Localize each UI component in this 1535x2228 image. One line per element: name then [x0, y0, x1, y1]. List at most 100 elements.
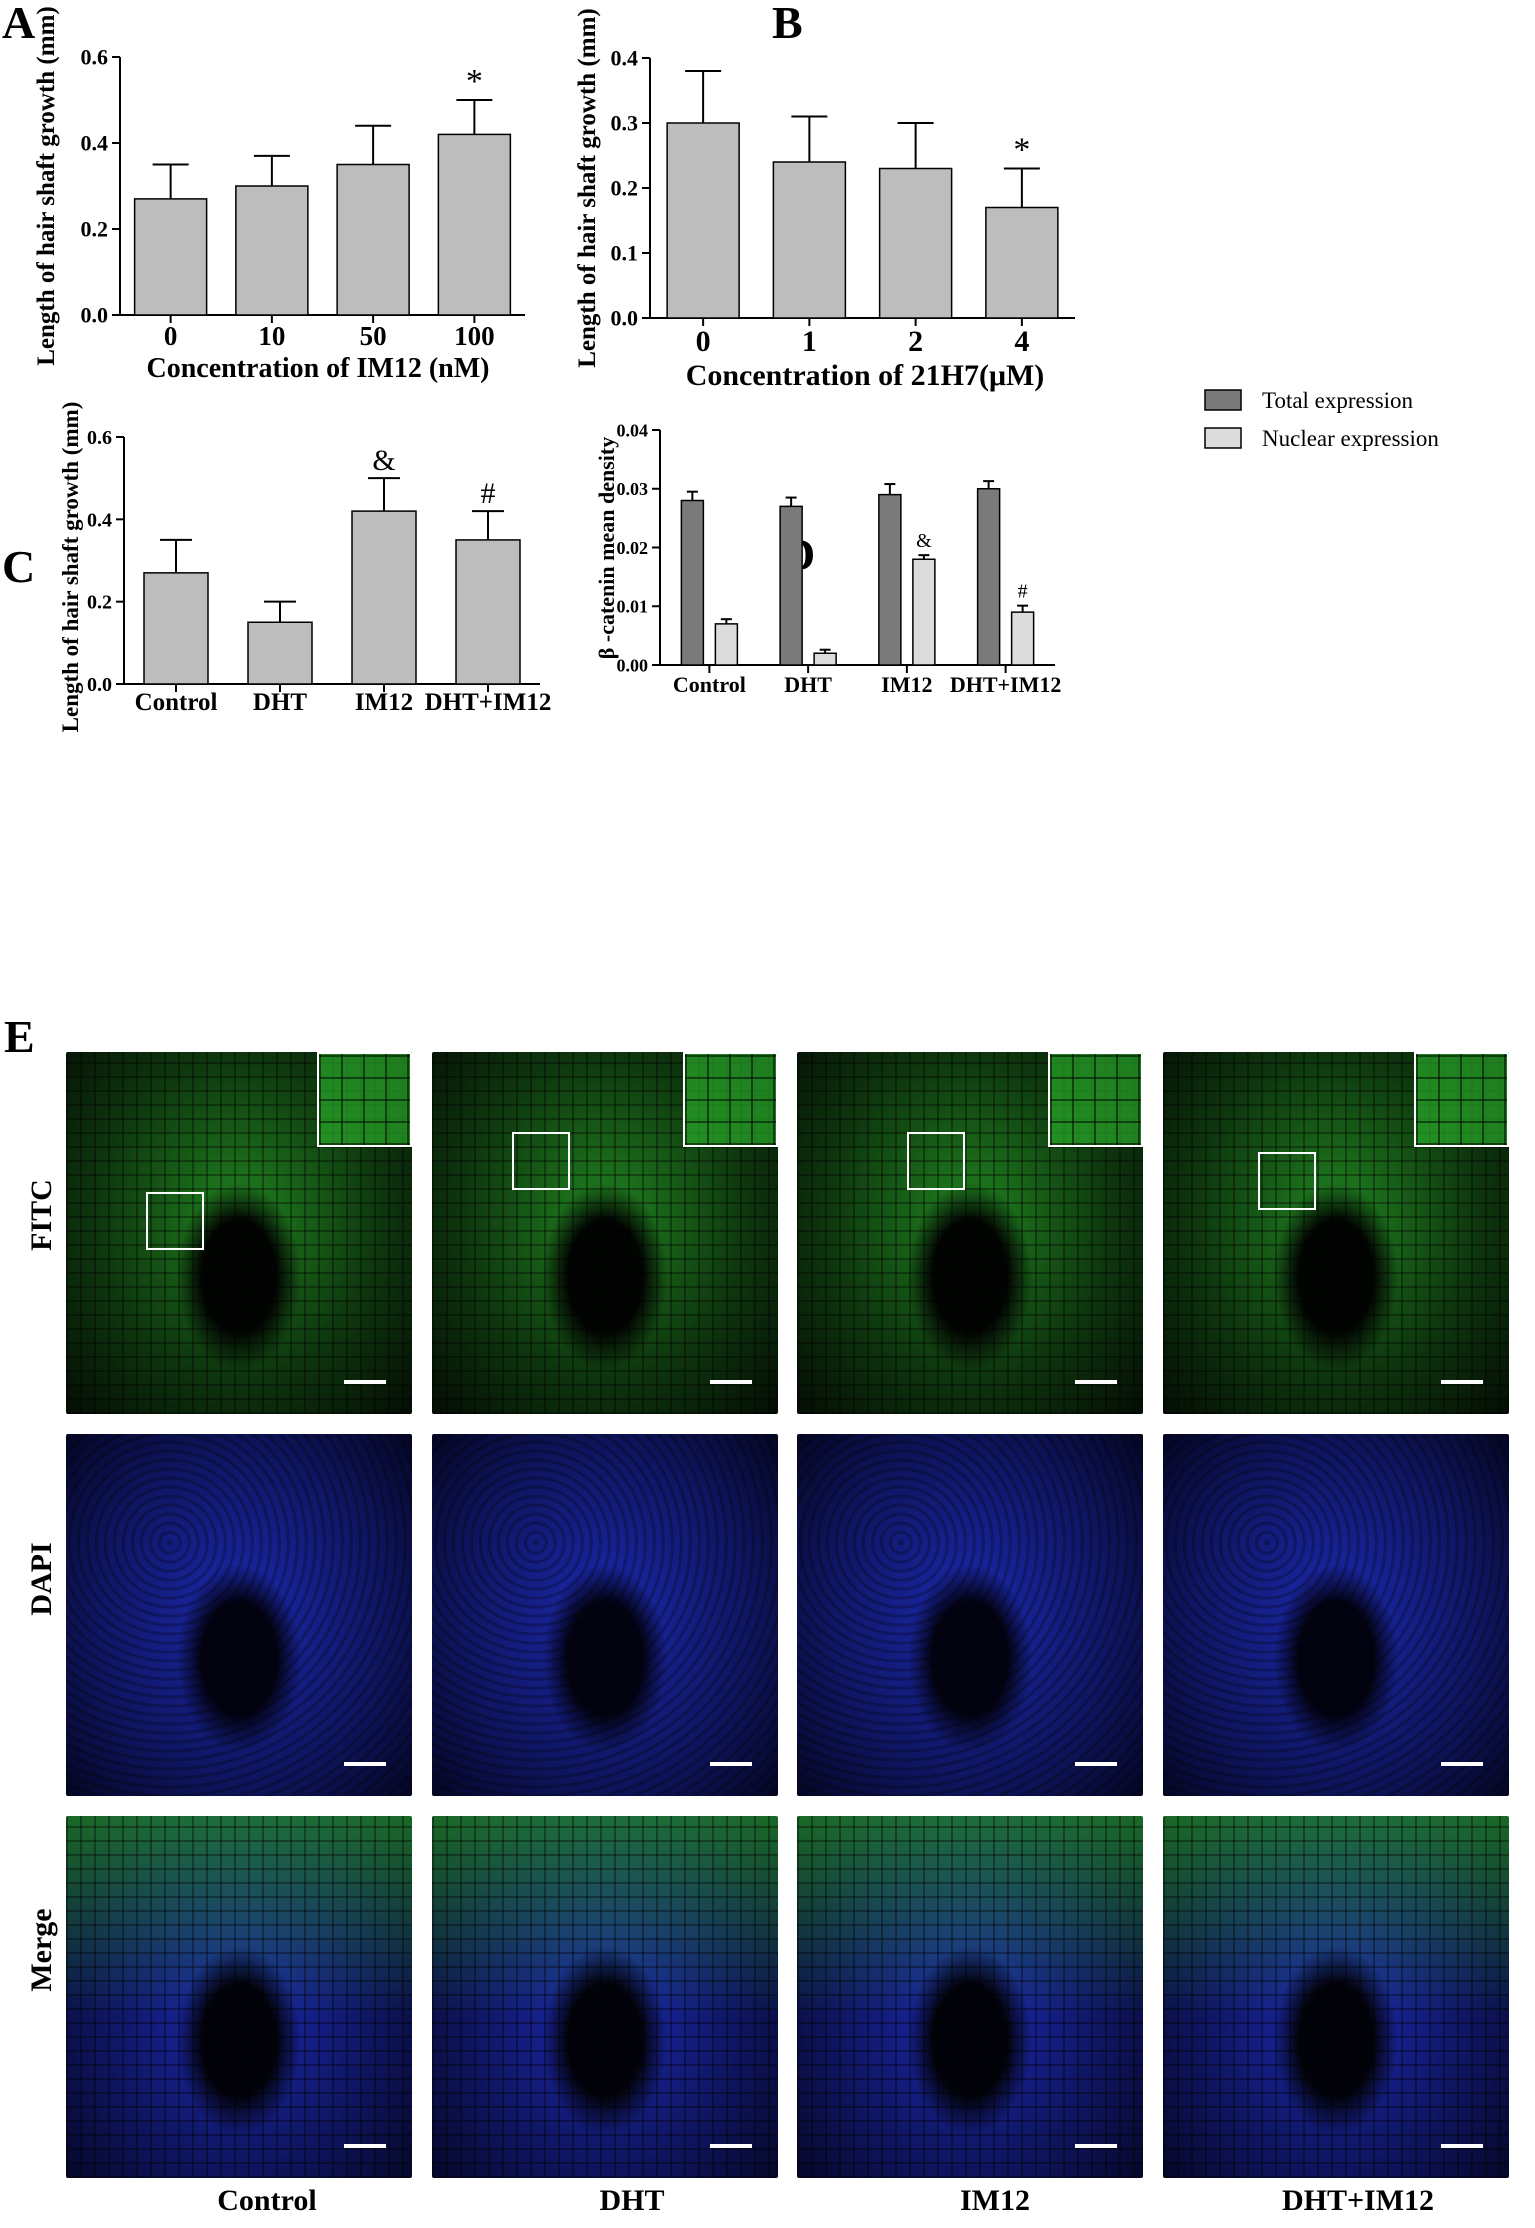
x-tick-label: Control — [673, 672, 746, 697]
bar — [143, 572, 209, 685]
scale-bar — [710, 2144, 752, 2148]
scale-bar — [1441, 1380, 1483, 1384]
micrograph-fitc-dht-im12 — [1163, 1052, 1509, 1414]
panel-letter-e: E — [4, 1011, 35, 1062]
x-tick-label: 4 — [1014, 325, 1029, 358]
bar — [976, 488, 1001, 666]
micrograph-fitc-control — [66, 1052, 412, 1414]
x-axis-label: Concentration of IM12 (nM) — [147, 353, 490, 384]
bar — [1010, 611, 1035, 666]
bar — [772, 161, 847, 319]
chart-d: 0.00 0.01 0.02 0.03 0.04 Control DHT IM12 DHT+IM… — [594, 388, 1439, 697]
bar — [878, 493, 902, 666]
y-tick-label: 0.0 — [87, 674, 112, 696]
legend-swatch — [1204, 389, 1242, 411]
column-label-dht: DHT — [599, 2184, 665, 2217]
panel-letter-b: B — [772, 0, 803, 48]
y-tick-label: 0.2 — [87, 592, 112, 614]
x-tick-label: 0 — [164, 321, 178, 351]
bar — [878, 167, 953, 319]
scale-bar — [1441, 2144, 1483, 2148]
row-label-merge: Merge — [25, 1908, 58, 1992]
scale-bar — [344, 1380, 386, 1384]
bar-charts-figure: A B C D 0.00.20.40.601050100Concentratio… — [2, 0, 1439, 733]
y-axis-label: Length of hair shaft growth (mm) — [574, 8, 601, 368]
legend-label: Nuclear expression — [1262, 426, 1439, 451]
y-axis-label: Length of hair shaft growth (mm) — [58, 402, 83, 733]
chart-c: 0.0 0.2 0.4 0.6 Control DHT IM12 DHT+IM12 Length… — [58, 402, 551, 733]
zoom-inset — [317, 1052, 412, 1147]
panel-letter-c: C — [2, 541, 35, 592]
bar — [912, 558, 936, 666]
micrograph-dapi-control — [66, 1434, 412, 1796]
region-of-interest-box — [512, 1132, 570, 1190]
column-label-dht-im12: DHT+IM12 — [1281, 2184, 1435, 2217]
bar — [714, 623, 739, 666]
scale-bar — [1075, 2144, 1117, 2148]
panel-letter-a: A — [2, 0, 35, 48]
region-of-interest-box — [1258, 1152, 1316, 1210]
y-tick-label: 0.4 — [87, 509, 112, 531]
y-tick-label: 0.6 — [81, 45, 109, 70]
significance-mark: & — [372, 444, 395, 477]
scale-bar — [344, 2144, 386, 2148]
y-tick-label: 0.01 — [617, 597, 649, 617]
y-tick-label: 0.4 — [81, 131, 109, 156]
x-tick-label: IM12 — [355, 689, 413, 716]
y-tick-label: 0.0 — [611, 306, 639, 331]
scale-bar — [710, 1380, 752, 1384]
scale-bar — [1441, 1762, 1483, 1766]
bar — [985, 206, 1059, 319]
bar — [666, 122, 740, 319]
bar — [813, 652, 837, 666]
x-tick-label: DHT+IM12 — [425, 689, 552, 716]
y-tick-label: 0.4 — [611, 46, 639, 71]
x-tick-label: DHT — [253, 689, 308, 716]
micrograph-merge-im12 — [797, 1816, 1143, 2178]
significance-mark: * — [466, 63, 483, 100]
y-tick-label: 0.04 — [617, 420, 649, 440]
row-label-dapi: DAPI — [25, 1542, 58, 1616]
scale-bar — [1075, 1762, 1117, 1766]
y-tick-label: 0.2 — [81, 217, 109, 242]
row-label-fitc: FITC — [25, 1179, 58, 1251]
x-axis-label: Concentration of 21H7(μM) — [686, 359, 1045, 392]
x-tick-label: 1 — [802, 325, 817, 358]
x-tick-label: 100 — [454, 321, 495, 351]
significance-mark: # — [481, 477, 496, 510]
x-tick-label: Control — [135, 689, 218, 716]
zoom-inset — [1048, 1052, 1143, 1147]
y-axis-label: β -catenin mean density — [594, 437, 619, 659]
zoom-inset — [1414, 1052, 1509, 1147]
bar — [779, 505, 803, 666]
column-label-im12: IM12 — [960, 2184, 1030, 2217]
column-label-control: Control — [217, 2184, 317, 2217]
y-tick-label: 0.6 — [87, 427, 112, 449]
micrograph-dapi-im12 — [797, 1434, 1143, 1796]
micrograph-merge-control — [66, 1816, 412, 2178]
x-tick-label: 2 — [908, 325, 923, 358]
micrograph-fitc-im12 — [797, 1052, 1143, 1414]
micrograph-dapi-dht-im12 — [1163, 1434, 1509, 1796]
y-tick-label: 0.0 — [81, 303, 109, 328]
bar — [351, 510, 417, 685]
y-tick-label: 0.03 — [617, 479, 649, 499]
y-tick-label: 0.1 — [611, 241, 639, 266]
y-tick-label: 0.3 — [611, 111, 639, 136]
x-tick-label: 50 — [360, 321, 387, 351]
y-tick-label: 0.00 — [617, 655, 649, 675]
x-tick-label: DHT+IM12 — [950, 672, 1062, 697]
region-of-interest-box — [907, 1132, 965, 1190]
region-of-interest-box — [146, 1192, 204, 1250]
micrograph-merge-dht — [432, 1816, 778, 2178]
bar — [133, 198, 208, 316]
scale-bar — [1075, 1380, 1117, 1384]
y-tick-label: 0.02 — [617, 538, 649, 558]
x-tick-label: IM12 — [881, 672, 932, 697]
scale-bar — [344, 1762, 386, 1766]
micrograph-merge-dht-im12 — [1163, 1816, 1509, 2178]
x-tick-label: 0 — [696, 325, 711, 358]
bar — [247, 621, 313, 685]
